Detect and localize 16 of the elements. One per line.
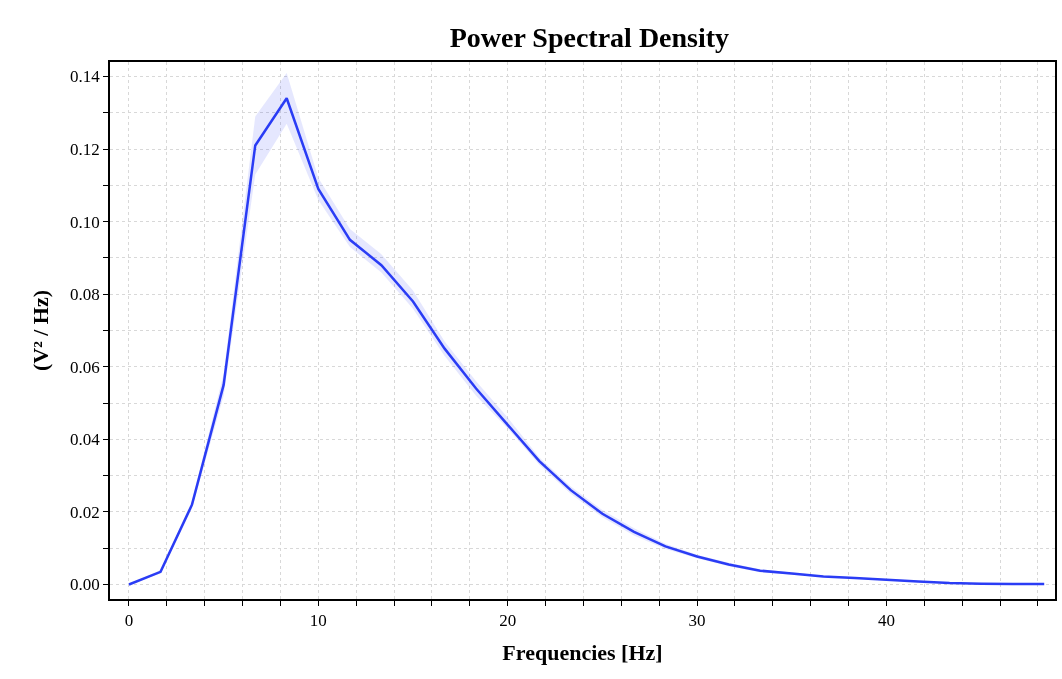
y-tick-label: 0.04 (70, 430, 101, 450)
y-tick-label: 0.14 (70, 67, 101, 87)
x-tick-label: 20 (499, 611, 517, 631)
y-tick-label: 0.00 (70, 575, 100, 595)
y-axis-title: (V² / Hz) (28, 289, 54, 372)
x-axis-title: Frequencies [Hz] (502, 639, 663, 665)
y-tick-label: 0.06 (70, 357, 100, 377)
chart-title: Power Spectral Density (449, 21, 730, 53)
y-tick-label: 0.08 (70, 285, 100, 305)
x-tick-label: 10 (309, 611, 327, 631)
x-tick-label: 0 (124, 611, 134, 631)
x-tick-label: 40 (877, 611, 895, 631)
y-tick-label: 0.10 (70, 212, 100, 232)
y-tick-label: 0.12 (70, 140, 100, 160)
x-tick-label: 30 (688, 611, 706, 631)
y-tick-label: 0.02 (70, 502, 100, 522)
